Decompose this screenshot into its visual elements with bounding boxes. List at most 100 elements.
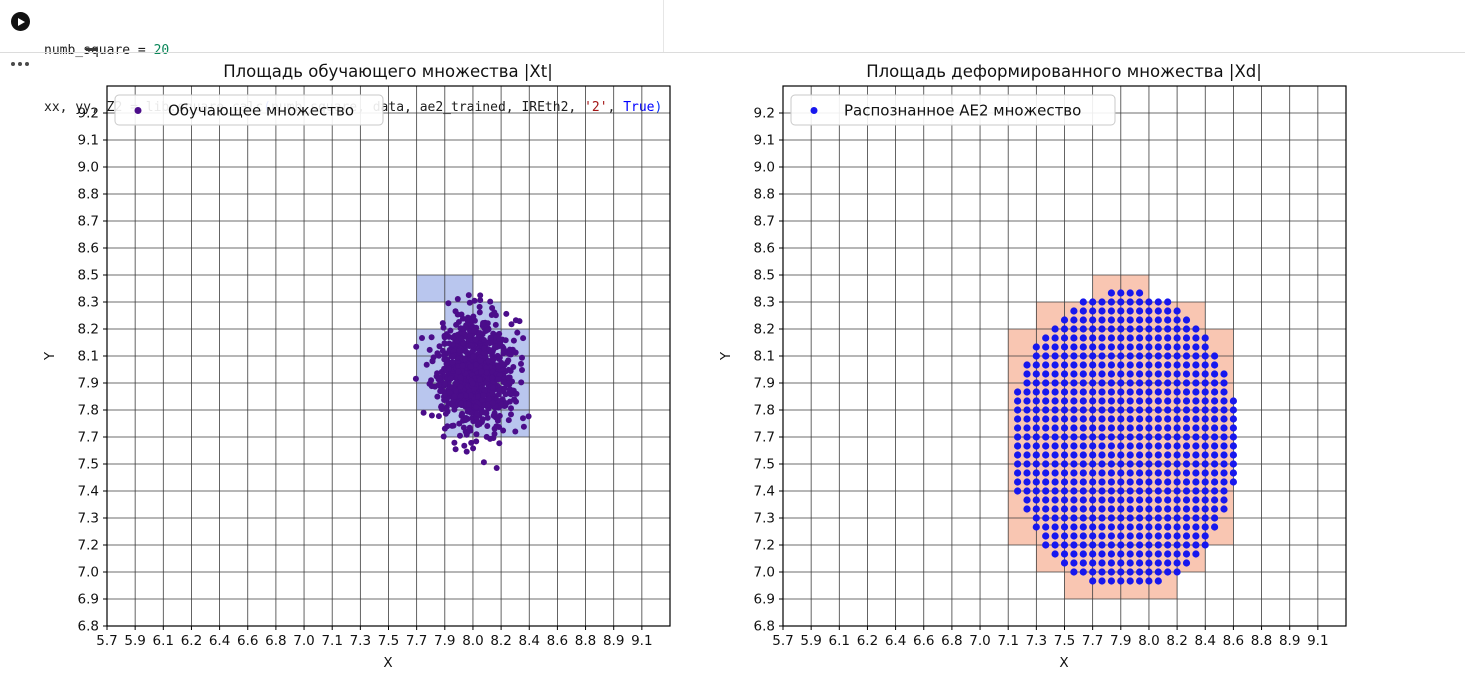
svg-text:7.7: 7.7 xyxy=(1082,633,1103,649)
svg-text:9.1: 9.1 xyxy=(1307,633,1328,649)
svg-text:7.0: 7.0 xyxy=(293,633,314,649)
svg-text:6.9: 6.9 xyxy=(754,592,775,608)
svg-text:8.1: 8.1 xyxy=(78,349,99,365)
svg-text:6.9: 6.9 xyxy=(78,592,99,608)
svg-text:8.2: 8.2 xyxy=(754,322,775,338)
svg-text:9.0: 9.0 xyxy=(78,160,99,176)
svg-text:7.4: 7.4 xyxy=(78,484,99,500)
right-plot-xlabel: X xyxy=(1059,655,1068,671)
svg-text:7.3: 7.3 xyxy=(350,633,371,649)
svg-text:8.6: 8.6 xyxy=(547,633,568,649)
svg-text:8.7: 8.7 xyxy=(754,214,775,230)
svg-text:9.2: 9.2 xyxy=(78,106,99,122)
svg-text:8.3: 8.3 xyxy=(754,295,775,311)
legend-marker xyxy=(134,107,142,114)
svg-text:8.5: 8.5 xyxy=(754,268,775,284)
svg-text:7.7: 7.7 xyxy=(406,633,427,649)
svg-text:6.1: 6.1 xyxy=(829,633,850,649)
svg-text:8.4: 8.4 xyxy=(1195,633,1216,649)
left-plot-title: Площадь обучающего множества |Xt| xyxy=(223,62,553,81)
legend-marker xyxy=(810,107,818,114)
svg-text:5.7: 5.7 xyxy=(96,633,117,649)
svg-text:7.8: 7.8 xyxy=(754,403,775,419)
svg-text:7.0: 7.0 xyxy=(754,565,775,581)
svg-text:9.1: 9.1 xyxy=(631,633,652,649)
svg-text:7.2: 7.2 xyxy=(78,538,99,554)
svg-text:8.1: 8.1 xyxy=(754,349,775,365)
svg-text:7.7: 7.7 xyxy=(754,430,775,446)
right-plot-canvas: 5.7 5.9 6.1 6.2 6.4 6.6 6.8 7.0 7.1 7.3 7.5 7.7 7.9 8… xyxy=(718,62,1347,671)
svg-text:6.6: 6.6 xyxy=(913,633,934,649)
right-plot-ylabel: Y xyxy=(718,351,734,361)
svg-text:8.0: 8.0 xyxy=(462,633,483,649)
play-icon xyxy=(18,17,25,26)
svg-text:6.4: 6.4 xyxy=(209,633,230,649)
svg-text:7.2: 7.2 xyxy=(754,538,775,554)
svg-text:7.8: 7.8 xyxy=(78,403,99,419)
collapsed-output-handle xyxy=(86,48,98,51)
svg-text:8.3: 8.3 xyxy=(78,295,99,311)
svg-text:8.4: 8.4 xyxy=(519,633,540,649)
left-plot-legend: Обучающее множество xyxy=(114,94,384,126)
svg-text:8.8: 8.8 xyxy=(1251,633,1272,649)
svg-text:5.9: 5.9 xyxy=(124,633,145,649)
svg-text:7.9: 7.9 xyxy=(1110,633,1131,649)
svg-text:7.9: 7.9 xyxy=(78,376,99,392)
svg-text:6.1: 6.1 xyxy=(153,633,174,649)
svg-text:7.7: 7.7 xyxy=(78,430,99,446)
svg-text:8.6: 8.6 xyxy=(754,241,775,257)
svg-text:7.3: 7.3 xyxy=(78,511,99,527)
svg-text:7.1: 7.1 xyxy=(997,633,1018,649)
right-plot-content: 5.7 5.9 6.1 6.2 6.4 6.6 6.8 7.0 7.1 7.3 7.5 7.7 7.9 8… xyxy=(754,85,1347,649)
svg-text:8.6: 8.6 xyxy=(78,241,99,257)
svg-text:8.8: 8.8 xyxy=(78,187,99,203)
legend-label: Распознанное AE2 множество xyxy=(844,102,1081,120)
svg-text:9.1: 9.1 xyxy=(754,133,775,149)
code-cell: numb_square = 20 xx, yy, Z2 = lib.square… xyxy=(0,0,664,115)
svg-text:7.1: 7.1 xyxy=(321,633,342,649)
svg-text:6.8: 6.8 xyxy=(754,619,775,635)
left-plot-xlabel: X xyxy=(383,655,392,671)
svg-text:8.9: 8.9 xyxy=(603,633,624,649)
svg-text:7.5: 7.5 xyxy=(1054,633,1075,649)
svg-text:5.7: 5.7 xyxy=(772,633,793,649)
svg-text:8.9: 8.9 xyxy=(1279,633,1300,649)
svg-text:7.3: 7.3 xyxy=(754,511,775,527)
svg-text:7.5: 7.5 xyxy=(378,633,399,649)
svg-text:7.5: 7.5 xyxy=(78,457,99,473)
svg-text:6.6: 6.6 xyxy=(237,633,258,649)
svg-text:8.8: 8.8 xyxy=(754,187,775,203)
svg-text:8.6: 8.6 xyxy=(1223,633,1244,649)
svg-text:7.3: 7.3 xyxy=(1026,633,1047,649)
svg-text:7.4: 7.4 xyxy=(754,484,775,500)
left-plot-ylabel: Y xyxy=(42,351,58,361)
legend-label: Обучающее множество xyxy=(168,102,354,120)
svg-text:7.9: 7.9 xyxy=(754,376,775,392)
svg-text:9.1: 9.1 xyxy=(78,133,99,149)
svg-text:8.2: 8.2 xyxy=(490,633,511,649)
cell-separator xyxy=(0,52,1465,53)
more-options-icon[interactable] xyxy=(11,62,29,66)
svg-text:8.8: 8.8 xyxy=(575,633,596,649)
svg-text:5.9: 5.9 xyxy=(800,633,821,649)
svg-text:8.2: 8.2 xyxy=(1166,633,1187,649)
svg-text:6.2: 6.2 xyxy=(857,633,878,649)
svg-text:7.0: 7.0 xyxy=(78,565,99,581)
left-plot-canvas: 5.7 5.9 6.1 6.2 6.4 6.6 6.8 7.0 7.1 7.3 7.5 7.7 7.9 8… xyxy=(42,62,671,671)
svg-text:8.5: 8.5 xyxy=(78,268,99,284)
svg-text:8.7: 8.7 xyxy=(78,214,99,230)
svg-text:9.0: 9.0 xyxy=(754,160,775,176)
svg-text:6.8: 6.8 xyxy=(941,633,962,649)
svg-text:9.2: 9.2 xyxy=(754,106,775,122)
left-plot-content: 5.7 5.9 6.1 6.2 6.4 6.6 6.8 7.0 7.1 7.3 7.5 7.7 7.9 8… xyxy=(78,85,671,649)
svg-text:6.8: 6.8 xyxy=(265,633,286,649)
right-plot-title: Площадь деформированного множества |Xd| xyxy=(866,62,1262,81)
svg-text:7.0: 7.0 xyxy=(969,633,990,649)
run-cell-button[interactable] xyxy=(11,12,30,31)
svg-text:6.8: 6.8 xyxy=(78,619,99,635)
svg-text:7.5: 7.5 xyxy=(754,457,775,473)
svg-text:8.0: 8.0 xyxy=(1138,633,1159,649)
svg-text:7.9: 7.9 xyxy=(434,633,455,649)
right-plot-legend: Распознанное AE2 множество xyxy=(790,94,1116,126)
svg-text:6.4: 6.4 xyxy=(885,633,906,649)
